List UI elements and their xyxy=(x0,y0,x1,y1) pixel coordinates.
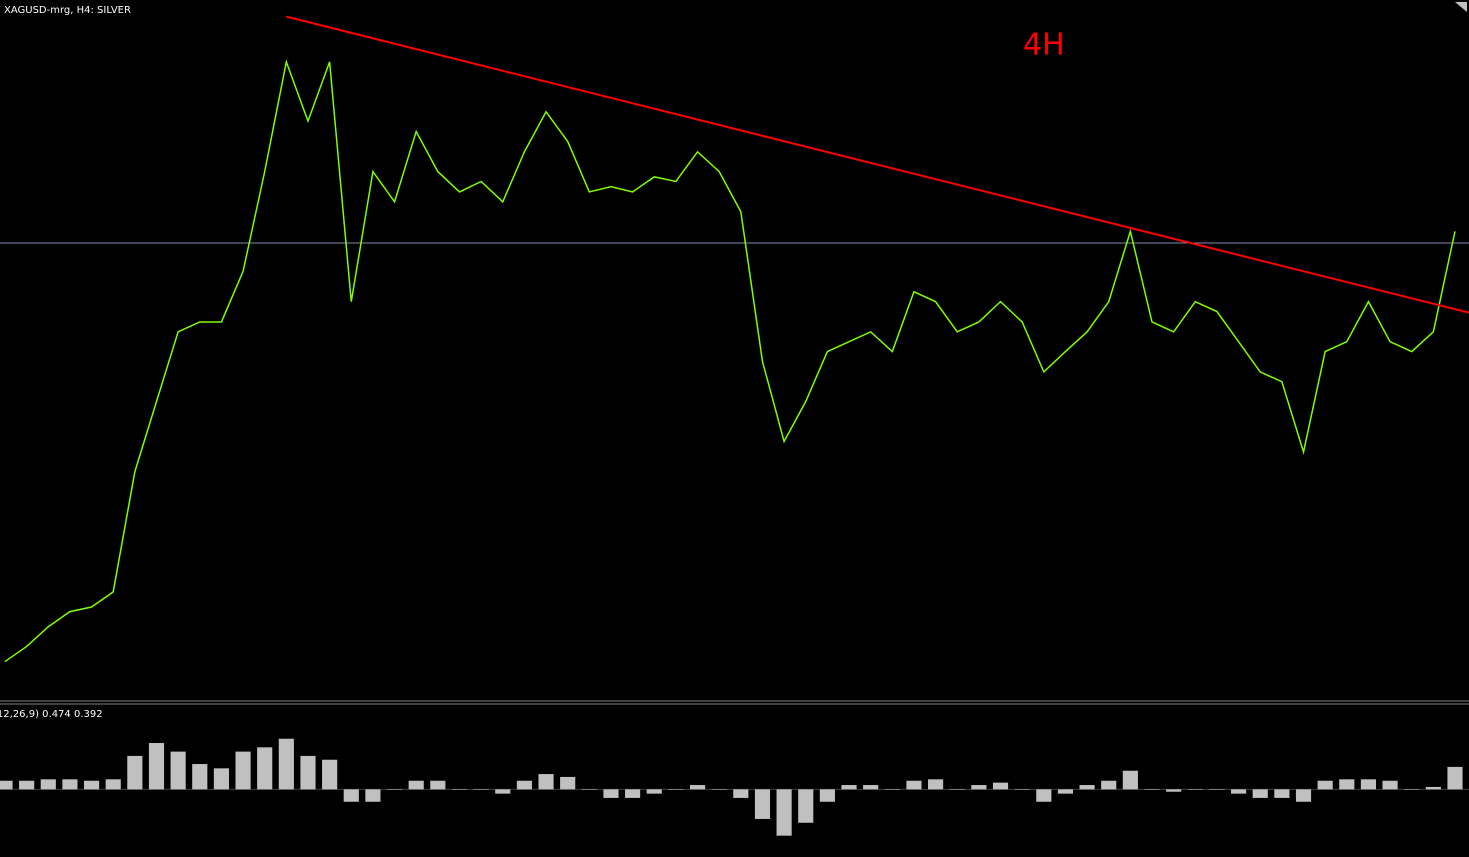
histogram-bar xyxy=(40,779,56,790)
histogram-bar xyxy=(1231,789,1247,794)
histogram-bar xyxy=(1101,780,1117,790)
histogram-bar xyxy=(1166,789,1182,792)
histogram-bar xyxy=(668,789,684,790)
histogram-bar xyxy=(1425,786,1441,790)
histogram-bar xyxy=(971,785,987,790)
histogram-bar xyxy=(300,755,316,790)
histogram-bar xyxy=(1036,789,1052,802)
histogram-bar xyxy=(884,789,900,790)
histogram-bar xyxy=(1079,785,1095,790)
histogram-bar xyxy=(1317,780,1333,790)
histogram-bar xyxy=(581,789,597,790)
histogram-bar xyxy=(863,785,879,790)
histogram-bar xyxy=(473,789,489,790)
histogram-bar xyxy=(798,789,814,823)
histogram-bar xyxy=(127,755,143,790)
histogram-bar xyxy=(1252,789,1268,798)
histogram-bar xyxy=(754,789,771,819)
trend-line xyxy=(286,15,1469,314)
histogram-bar xyxy=(192,764,208,790)
histogram-bar xyxy=(516,780,532,790)
histogram-bar xyxy=(560,776,576,790)
histogram-bar xyxy=(386,789,403,790)
histogram-bar xyxy=(213,768,229,790)
price-line xyxy=(4,59,1456,663)
histogram-bar xyxy=(1360,779,1377,790)
histogram-bar xyxy=(603,789,619,798)
histogram-bar xyxy=(343,789,359,802)
histogram-bar xyxy=(1014,789,1030,790)
histogram-bar xyxy=(819,789,835,802)
histogram-bar xyxy=(1382,780,1398,790)
histogram-bar xyxy=(1447,766,1463,790)
histogram-bar xyxy=(1274,789,1290,798)
histogram-bar xyxy=(689,785,706,790)
histogram-bar xyxy=(257,747,273,790)
histogram-bar xyxy=(711,789,727,790)
histogram-bar xyxy=(949,789,965,790)
histogram-bar xyxy=(1122,770,1138,790)
histogram-bar xyxy=(733,789,749,798)
histogram-bar xyxy=(1144,789,1160,790)
histogram-bar xyxy=(170,751,186,790)
histogram-bar xyxy=(148,743,165,790)
histogram-bar xyxy=(62,779,78,790)
histogram-bar xyxy=(83,780,100,790)
histogram-bar xyxy=(1295,789,1312,802)
histogram-bar xyxy=(278,738,294,790)
timeframe-annotation: 4H xyxy=(1023,28,1065,63)
shift-marker xyxy=(1455,2,1467,12)
histogram-bar xyxy=(906,780,922,790)
histogram-bar xyxy=(1209,789,1225,790)
histogram-bar xyxy=(430,780,446,790)
histogram-bar xyxy=(322,759,338,790)
histogram-bar xyxy=(1057,789,1074,794)
histogram-bar xyxy=(1187,789,1203,790)
histogram-bar xyxy=(625,789,641,798)
histogram-bar xyxy=(538,774,554,790)
indicator-title: (12,26,9) 0.474 0.392 xyxy=(0,709,103,720)
histogram-bar xyxy=(365,789,381,802)
histogram-bar xyxy=(1404,789,1420,790)
histogram-bar xyxy=(235,751,251,790)
histogram-bar xyxy=(451,789,468,790)
chart-title: XAGUSD-mrg, H4: SILVER xyxy=(4,5,131,16)
histogram-bar xyxy=(646,789,662,794)
histogram-bar xyxy=(495,789,511,794)
histogram-bar xyxy=(0,780,13,790)
histogram-bar xyxy=(408,780,424,790)
histogram-bar xyxy=(1339,779,1355,790)
histogram-bar xyxy=(841,785,857,790)
histogram-bar xyxy=(776,789,792,836)
histogram-bar xyxy=(992,782,1009,790)
histogram-bar xyxy=(928,779,944,790)
histogram-bar xyxy=(105,779,121,790)
histogram-bar xyxy=(19,780,35,790)
